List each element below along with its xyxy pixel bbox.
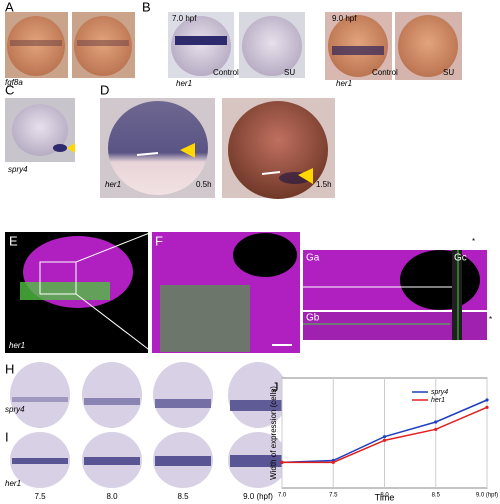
- panels-h-i: [10, 362, 288, 488]
- embryo: [228, 362, 288, 428]
- point: [485, 398, 489, 402]
- panel-b: [168, 12, 462, 80]
- expression-band: [230, 455, 286, 467]
- marker: *: [489, 315, 492, 324]
- expression-band: [230, 400, 286, 411]
- point: [434, 427, 438, 431]
- panel-letter: A: [5, 0, 14, 14]
- control-label: Control: [213, 68, 239, 77]
- stage-label: 9.0 (hpf): [243, 492, 273, 501]
- point: [280, 460, 284, 464]
- x-tick-label: 9.0 (hpf): [476, 493, 498, 499]
- control-label: Control: [372, 68, 398, 77]
- gene-label: her1: [5, 479, 21, 488]
- legend-label: spry4: [431, 389, 448, 396]
- panel-letter: I: [5, 429, 9, 444]
- gene-label: her1: [9, 341, 25, 350]
- time-label: 1.5h: [316, 180, 332, 189]
- point: [382, 438, 387, 442]
- expression-band: [12, 458, 68, 464]
- gene-label: fgf8a: [5, 78, 23, 87]
- gene-label: her1: [105, 180, 121, 189]
- point: [382, 435, 387, 439]
- stage-label: 7.5: [34, 492, 46, 501]
- panel-d: [100, 98, 335, 199]
- time-label: 0.5h: [196, 180, 212, 189]
- embryo: [153, 362, 213, 428]
- panel-letter: C: [5, 82, 14, 97]
- panel-letter: F: [155, 233, 163, 248]
- expression-band: [155, 399, 211, 408]
- stage-label: 8.0: [106, 492, 118, 501]
- legend-label: her1: [431, 397, 445, 404]
- expression-band: [155, 456, 211, 466]
- expression-band: [12, 397, 68, 402]
- panel-letter: Ga: [306, 253, 320, 264]
- embryo: [10, 362, 70, 428]
- gene-label: spry4: [8, 165, 28, 174]
- stage-label: 8.5: [177, 492, 189, 501]
- panel-letter: E: [9, 233, 18, 248]
- x-tick-label: 7.0: [278, 493, 287, 499]
- x-tick-label: 8.0: [380, 493, 389, 499]
- treated-label: SU: [443, 68, 454, 77]
- x-tick-label: 8.5: [432, 493, 441, 499]
- panel-letter: D: [100, 82, 109, 97]
- panel-letter: Gc: [454, 253, 467, 264]
- embryo: [82, 362, 142, 428]
- chart-title: J: [272, 379, 279, 394]
- x-tick-label: 7.5: [329, 493, 338, 499]
- point: [485, 405, 489, 409]
- y-axis-label: Width of expression (cells): [269, 386, 278, 480]
- panel-a: [5, 12, 135, 78]
- panel-c: [5, 98, 75, 162]
- expression-band: [84, 457, 140, 465]
- x-axis-label: Time: [375, 492, 395, 502]
- stage-label: 7.0 hpf: [172, 14, 197, 23]
- marker: *: [472, 237, 475, 246]
- panel-e-f-g: [5, 231, 487, 353]
- panel-letter: Gb: [306, 313, 320, 324]
- treated-label: SU: [284, 68, 295, 77]
- gene-label: spry4: [5, 405, 25, 414]
- gene-label: her1: [336, 79, 352, 88]
- point: [331, 460, 335, 464]
- panel-letter: H: [5, 361, 14, 376]
- gene-label: her1: [176, 79, 192, 88]
- stage-label: 9.0 hpf: [332, 14, 357, 23]
- panel-letter: B: [142, 0, 151, 14]
- expression-band: [84, 398, 140, 405]
- point: [434, 420, 438, 424]
